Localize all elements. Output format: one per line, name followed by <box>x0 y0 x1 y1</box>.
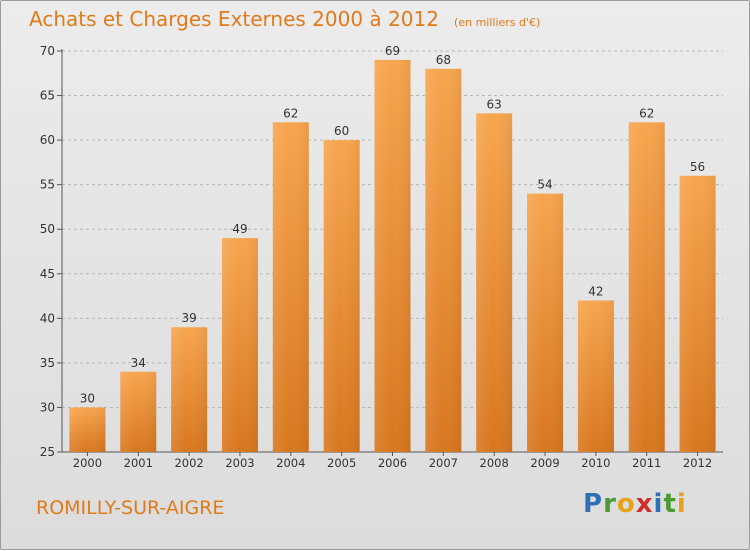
bar-shine-2000 <box>69 407 106 452</box>
y-tick-label: 70 <box>40 44 55 58</box>
location-name: ROMILLY-SUR-AIGRE <box>36 497 225 519</box>
data-label-2012: 56 <box>690 160 705 174</box>
bar-shine-2003 <box>221 238 258 452</box>
y-tick-label: 25 <box>40 445 55 459</box>
y-tick-label: 35 <box>40 356 55 370</box>
bar-shine-2001 <box>120 371 157 452</box>
data-label-2004: 62 <box>283 106 298 120</box>
bars <box>69 59 716 453</box>
bar-shine-2002 <box>171 327 208 452</box>
bar-shine-2006 <box>374 59 411 453</box>
proxiti-logo[interactable]: Proxiti <box>583 489 687 519</box>
bar-shine-2011 <box>628 122 665 453</box>
data-label-2000: 30 <box>80 391 95 405</box>
bar-shine-2005 <box>323 140 360 452</box>
chart-title: Achats et Charges Externes 2000 à 2012 <box>29 7 439 31</box>
x-tick-label-2000: 2000 <box>73 456 102 470</box>
logo-letter: r <box>603 489 617 519</box>
y-tick-label: 50 <box>40 222 55 236</box>
bar-shine-2009 <box>527 193 564 453</box>
data-label-2011: 62 <box>639 106 654 120</box>
data-label-2001: 34 <box>131 356 146 370</box>
x-tick-label-2011: 2011 <box>632 456 661 470</box>
data-label-2005: 60 <box>334 124 349 138</box>
title-row: Achats et Charges Externes 2000 à 2012 (… <box>29 7 540 31</box>
x-tick-label-2006: 2006 <box>378 456 407 470</box>
y-tick-label: 60 <box>40 133 55 147</box>
logo-letter: P <box>583 489 604 519</box>
y-tick-label: 40 <box>40 311 55 325</box>
x-tick-label-2008: 2008 <box>480 456 509 470</box>
x-tick-label-2004: 2004 <box>276 456 305 470</box>
bar-shine-2007 <box>425 68 462 453</box>
y-tick-label: 55 <box>40 178 55 192</box>
data-label-2009: 54 <box>537 178 552 192</box>
chart-subtitle: (en milliers d'€) <box>454 16 541 29</box>
bar-shine-2010 <box>577 300 614 452</box>
x-tick-label-2003: 2003 <box>225 456 254 470</box>
bar-shine-2012 <box>679 175 716 452</box>
logo-letter: o <box>616 489 636 519</box>
logo-letter: i <box>653 489 664 519</box>
y-tick-labels: 25 30 35 40 45 50 55 60 65 70 <box>40 44 55 459</box>
x-tick-label-2007: 2007 <box>429 456 458 470</box>
x-tick-label-2002: 2002 <box>174 456 203 470</box>
data-label-2008: 63 <box>487 97 502 111</box>
bar-shine-2004 <box>272 122 309 453</box>
x-tick-labels: 2000 2001 2002 2003 2004 2005 2006 2007 2008 2009… <box>73 452 712 470</box>
logo-letter: t <box>663 489 677 519</box>
logo-letter: i <box>676 489 687 519</box>
data-label-2003: 49 <box>232 222 247 236</box>
x-tick-label-2009: 2009 <box>530 456 559 470</box>
data-labels: 30 34 39 49 62 60 69 68 63 54 42 62 56 <box>80 44 705 406</box>
data-label-2010: 42 <box>588 285 603 299</box>
x-tick-label-2012: 2012 <box>683 456 712 470</box>
data-label-2006: 69 <box>385 44 400 58</box>
logo-letter: x <box>635 489 654 519</box>
x-tick-label-2005: 2005 <box>327 456 356 470</box>
x-tick-label-2010: 2010 <box>581 456 610 470</box>
y-tick-label: 45 <box>40 267 55 281</box>
data-label-2007: 68 <box>436 53 451 67</box>
y-tick-label: 30 <box>40 400 55 414</box>
y-tick-label: 65 <box>40 89 55 103</box>
data-label-2002: 39 <box>181 311 196 325</box>
x-tick-label-2001: 2001 <box>124 456 153 470</box>
bar-shine-2008 <box>476 113 513 452</box>
